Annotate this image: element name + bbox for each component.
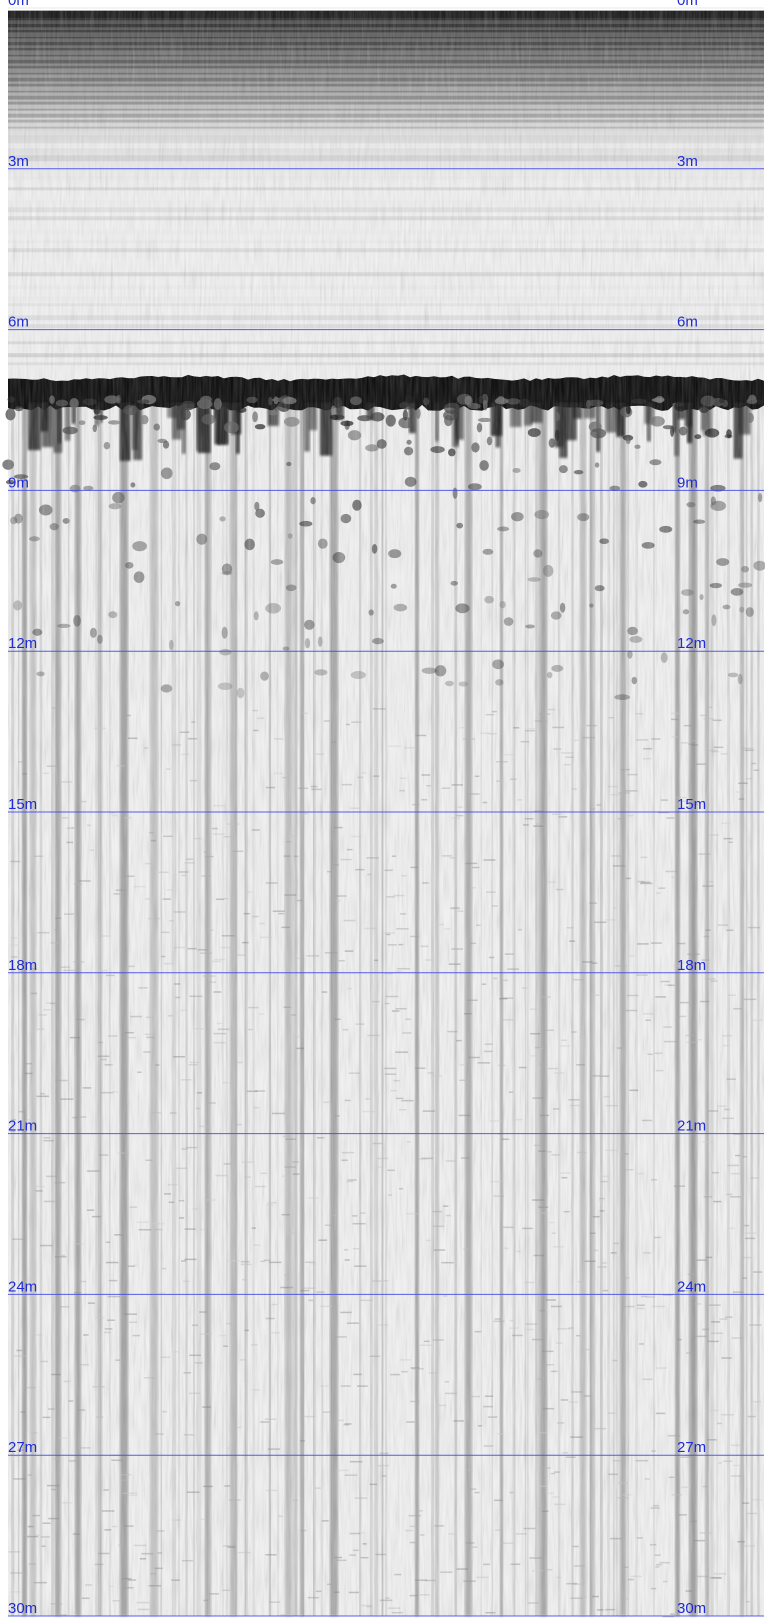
depth-tick-label: 27m <box>677 1439 706 1456</box>
depth-tick-label: 0m <box>677 0 698 9</box>
depth-tick-label: 15m <box>8 796 37 813</box>
depth-tick-label: 24m <box>8 1278 37 1295</box>
depth-gridlines <box>8 7 764 1617</box>
depth-labels-right: 0m 3m 6m 9m 12m 15m 18m 21m 24m 27m 30m <box>677 0 706 1617</box>
depth-tick-label: 15m <box>677 796 706 813</box>
noise-overlay <box>8 10 764 1616</box>
speckle <box>662 1615 675 1618</box>
depth-tick-label: 12m <box>8 635 37 652</box>
depth-tick-label: 9m <box>677 474 698 491</box>
depth-tick-label: 3m <box>677 153 698 170</box>
depth-tick-label: 30m <box>677 1600 706 1617</box>
depth-tick-label: 12m <box>677 635 706 652</box>
depth-tick-label: 21m <box>677 1118 706 1135</box>
depth-tick-label: 6m <box>8 314 29 331</box>
depth-tick-label: 21m <box>8 1118 37 1135</box>
depth-tick-label: 30m <box>8 1600 37 1617</box>
depth-tick-label: 18m <box>677 957 706 974</box>
noise-texture <box>8 10 764 1616</box>
depth-tick-label: 9m <box>8 474 29 491</box>
depth-tick-label: 0m <box>8 0 29 9</box>
depth-tick-label: 6m <box>677 314 698 331</box>
depth-tick-label: 24m <box>677 1278 706 1295</box>
depth-tick-label: 27m <box>8 1439 37 1456</box>
depth-tick-label: 3m <box>8 153 29 170</box>
depth-tick-label: 18m <box>8 957 37 974</box>
depth-labels-left: 0m 3m 6m 9m 12m 15m 18m 21m 24m 27m 30m <box>8 0 37 1617</box>
